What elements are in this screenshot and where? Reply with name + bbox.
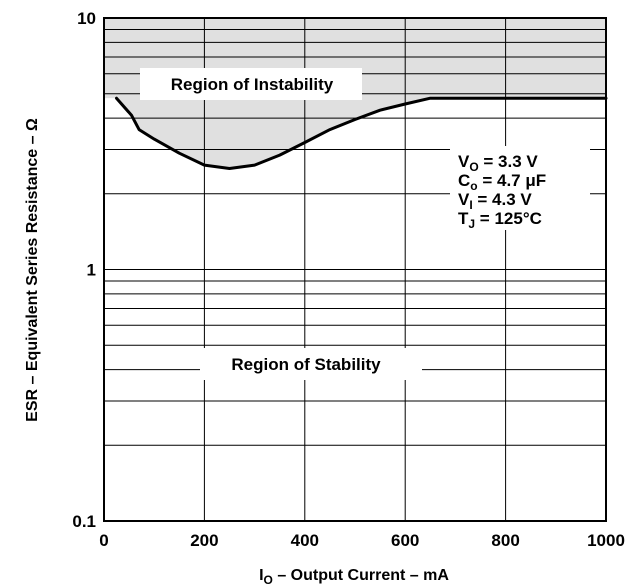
x-tick-label: 1000: [587, 531, 625, 550]
instability-label: Region of Instability: [171, 75, 334, 94]
x-axis-title: IO – Output Current – mA: [259, 567, 449, 586]
condition-line: Co = 4.7 μF: [458, 171, 546, 193]
y-tick-label: 1: [87, 261, 96, 280]
x-tick-label: 600: [391, 531, 419, 550]
x-tick-label: 800: [491, 531, 519, 550]
x-tick-label: 400: [291, 531, 319, 550]
curve-layer: [115, 96, 608, 170]
y-tick-label: 10: [77, 9, 96, 28]
conditions-bg: [450, 146, 590, 230]
stability-label-bg: [200, 348, 422, 380]
instability-region-left: [104, 18, 117, 99]
condition-line: VI = 4.3 V: [458, 190, 532, 212]
tick-label-layer: 0 200 400 600 800 1000 0.1 1 10: [72, 9, 625, 550]
plot-frame: [103, 17, 607, 522]
grid-layer: [104, 18, 606, 521]
instability-label-bg: [140, 68, 362, 100]
condition-line: VO = 3.3 V: [458, 152, 538, 174]
condition-line: TJ = 125°C: [458, 209, 542, 231]
x-tick-label: 0: [99, 531, 108, 550]
y-tick-label: 0.1: [72, 512, 96, 531]
stability-label: Region of Stability: [231, 355, 381, 374]
esr-curve: [115, 96, 608, 170]
x-tick-label: 200: [190, 531, 218, 550]
x-axis-title-sub: O: [264, 573, 273, 586]
y-axis-title: ESR – Equivalent Series Resistance – Ω: [24, 118, 41, 422]
